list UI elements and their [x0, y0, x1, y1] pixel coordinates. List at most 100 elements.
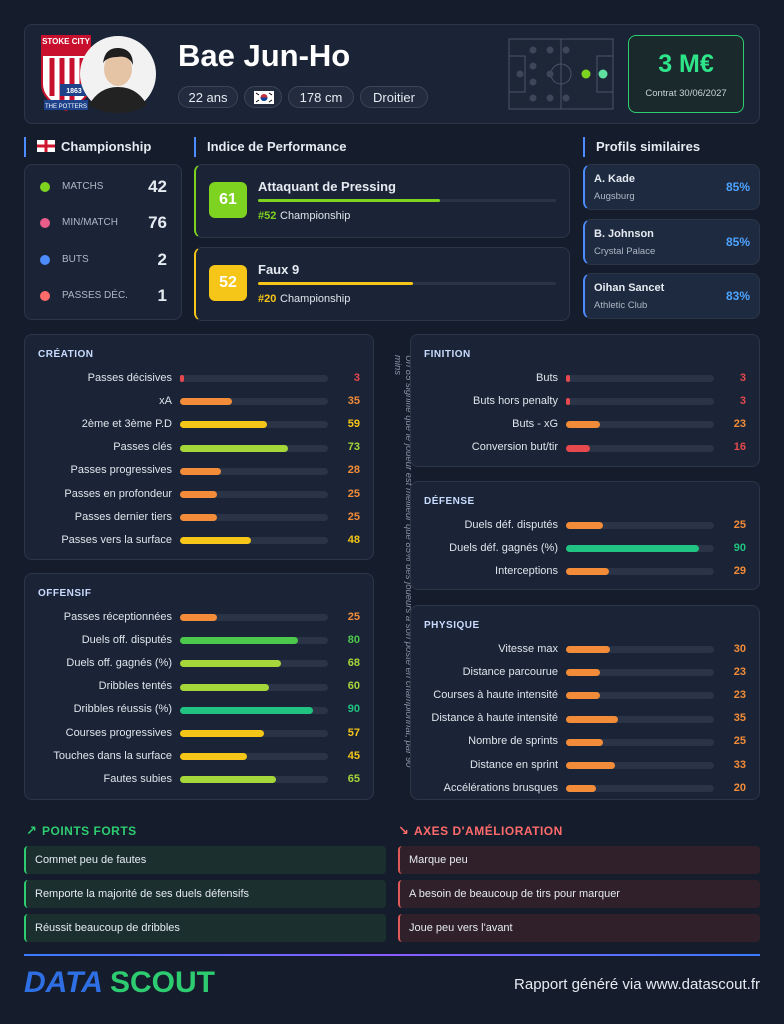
metric-value: 73	[347, 441, 360, 454]
similar-pct: 85%	[725, 180, 750, 194]
stat-icon	[40, 218, 50, 229]
metric-bar	[180, 514, 217, 522]
metric-bar	[180, 776, 277, 784]
metric-bar	[180, 660, 281, 668]
metric-value: 48	[347, 533, 360, 546]
stat-value: 1	[157, 285, 167, 305]
similar-pct: 85%	[725, 235, 750, 249]
logo-data: DATA	[24, 966, 103, 999]
metric-label: Passes vers la surface	[61, 533, 172, 546]
role: Attaquant de Pressing	[258, 179, 396, 194]
league-card	[24, 164, 182, 320]
weaknesses-text: Marque peu	[409, 854, 468, 866]
strengths-item	[24, 914, 386, 942]
metric-track	[566, 568, 714, 576]
metric-track	[180, 753, 328, 761]
score-bar	[258, 282, 413, 285]
metric-label: Courses à haute intensité	[433, 688, 558, 701]
age-chip: 22 ans	[178, 86, 238, 108]
similar-club: Augsburg	[594, 191, 635, 202]
metric-value: 3	[739, 394, 746, 407]
metric-bar	[180, 706, 314, 714]
badge-year: 1863	[66, 88, 82, 95]
metric-value: 35	[347, 394, 360, 407]
rank-league: Championship	[280, 293, 351, 305]
metric-value: 25	[347, 487, 360, 500]
badge-top: STOKE CITY	[42, 37, 91, 46]
stat-icon	[40, 182, 50, 192]
metric-label: Buts	[535, 371, 558, 384]
similar-name: A. Kade	[594, 173, 635, 185]
section-title: PHYSIQUE	[424, 620, 480, 631]
weaknesses-text: A besoin de beaucoup de tirs pour marque…	[409, 888, 620, 900]
section-title: FINITION	[424, 349, 471, 360]
metric-value: 28	[347, 464, 360, 477]
metric-bar	[566, 568, 609, 576]
metric-value: 20	[733, 781, 746, 794]
metric-bar	[180, 398, 232, 406]
metric-bar	[566, 444, 590, 452]
metric-track	[566, 522, 714, 529]
metric-bar	[566, 669, 601, 677]
market-value: 3 M€	[658, 50, 714, 78]
title-accent	[583, 137, 585, 157]
percentile-note: Un 85 signifie que le joueur est meilleu…	[392, 355, 414, 768]
metric-bar	[180, 730, 265, 737]
similar-name: B. Johnson	[594, 228, 654, 240]
metric-label: Duels off. disputés	[81, 633, 172, 646]
strengths-text: Réussit beaucoup de dribbles	[35, 922, 180, 934]
performance-title: Indice de Performance	[207, 139, 347, 154]
metric-label: Conversion but/tir	[471, 441, 558, 454]
metric-value: 57	[347, 726, 360, 739]
rank: #52	[258, 210, 277, 222]
role: Faux 9	[258, 262, 300, 277]
stat-label: BUTS	[62, 253, 89, 265]
korea-flag	[254, 91, 274, 104]
metric-label: Distance parcourue	[462, 665, 558, 678]
metric-track	[566, 421, 714, 429]
strengths-text: Remporte la majorité de ses duels défens…	[35, 888, 249, 900]
metric-bar	[180, 375, 185, 382]
section-title: OFFENSIF	[38, 588, 92, 599]
metric-value: 68	[347, 656, 360, 669]
metric-track	[180, 514, 328, 522]
similar-card	[583, 164, 760, 210]
player-name: Bae Jun-Ho	[178, 38, 351, 73]
metric-track	[180, 398, 328, 406]
metric-track	[566, 669, 714, 677]
performance-score: 52	[209, 265, 247, 301]
metric-bar	[180, 421, 268, 429]
metric-label: Courses progressives	[65, 726, 172, 739]
weaknesses-title: AXES D'AMÉLIORATION	[414, 824, 563, 838]
metric-value: 3	[353, 371, 360, 384]
metric-value: 25	[733, 735, 746, 748]
england-flag	[37, 140, 55, 152]
rank-league: Championship	[280, 210, 351, 222]
metric-label: Touches dans la surface	[53, 749, 172, 762]
similar-club: Crystal Palace	[594, 246, 656, 257]
stat-icon	[40, 290, 50, 301]
contract: Contrat 30/06/2027	[645, 88, 727, 99]
strengths-item	[24, 880, 386, 908]
metric-value: 80	[347, 633, 360, 646]
metric-bar	[566, 762, 615, 769]
metric-bar	[180, 491, 217, 498]
metric-label: Passes en profondeur	[64, 487, 172, 500]
club-badge: STOKE CITY 1863 THE POTTERS	[41, 35, 91, 112]
metric-value: 30	[733, 642, 746, 655]
metric-label: Distance en sprint	[469, 758, 558, 771]
metric-bar	[566, 522, 603, 529]
metric-label: Dribbles réussis (%)	[73, 703, 172, 716]
metric-label: 2ème et 3ème P.D	[81, 417, 172, 430]
title-accent	[24, 137, 26, 157]
metric-bar	[180, 537, 252, 545]
metric-bar	[566, 398, 571, 406]
metric-track	[566, 398, 714, 406]
flag-chip	[244, 86, 282, 108]
stat-label: MIN/MATCH	[62, 217, 118, 229]
metric-label: Accélérations brusques	[443, 781, 558, 794]
metric-value: 33	[733, 758, 746, 771]
rank: #20	[258, 293, 277, 305]
metric-track	[566, 646, 714, 653]
